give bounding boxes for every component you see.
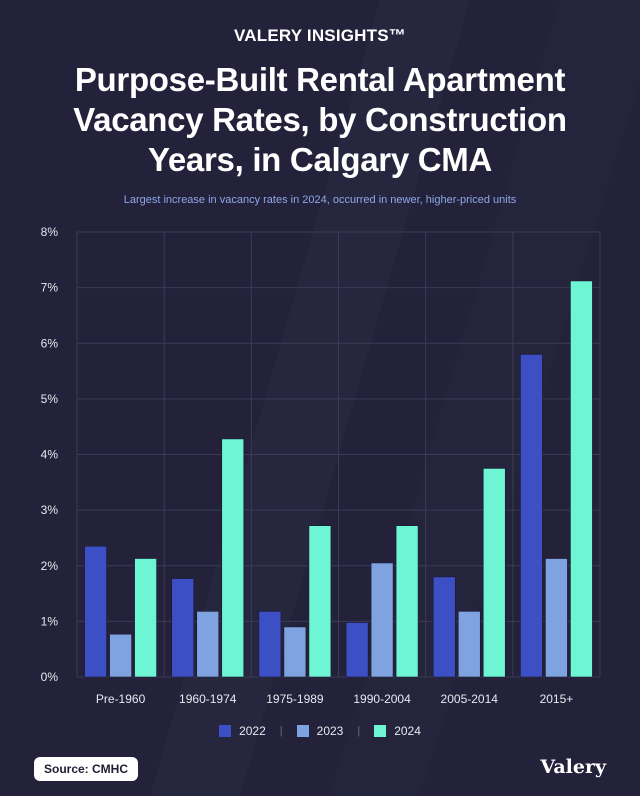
x-tick-label: 2015+ bbox=[540, 692, 574, 706]
y-tick-label: 3% bbox=[41, 503, 59, 517]
brand-header: VALERY INSIGHTS™ bbox=[234, 26, 406, 45]
bar-2022-1990-2004 bbox=[345, 622, 369, 678]
chart-title: Purpose-Built Rental Apartment Vacancy R… bbox=[73, 61, 567, 178]
source-badge: Source: CMHC bbox=[34, 757, 139, 781]
chart-subtitle: Largest increase in vacancy rates in 202… bbox=[123, 194, 517, 206]
legend-item-2024: 2024 bbox=[374, 724, 421, 738]
bar-2022-1960-1974 bbox=[171, 578, 195, 678]
y-tick-label: 6% bbox=[41, 336, 59, 350]
y-tick-label: 8% bbox=[41, 225, 59, 239]
y-tick-label: 5% bbox=[41, 392, 59, 406]
legend-item-2023: 2023 bbox=[296, 724, 344, 738]
legend-swatch-2024 bbox=[374, 725, 387, 737]
bar-2022-2015+ bbox=[520, 354, 543, 678]
bar-2024-1975-1989 bbox=[308, 525, 332, 678]
bar-2024-2015+ bbox=[570, 280, 593, 678]
legend-label-2023: 2023 bbox=[316, 724, 344, 738]
y-tick-label: 4% bbox=[41, 448, 59, 462]
legend-label-2024: 2024 bbox=[394, 724, 421, 738]
bar-2024-1990-2004 bbox=[395, 525, 419, 678]
x-tick-label: 1960-1974 bbox=[179, 692, 237, 706]
bar-2023-1975-1989 bbox=[283, 626, 307, 678]
y-tick-label: 0% bbox=[41, 670, 59, 684]
bar-2023-1960-1974 bbox=[196, 611, 220, 678]
legend-separator: | bbox=[357, 725, 361, 737]
bar-chart: 0% 1% 2% 3% 4% 5% 6% 7% 8% Pre-1960 1960-1974 1975-… bbox=[41, 225, 601, 706]
bar-2024-1960-1974 bbox=[221, 438, 245, 678]
x-tick-label: 1975-1989 bbox=[266, 692, 324, 706]
x-tick-label: Pre-1960 bbox=[96, 692, 146, 706]
bar-2022-2005-2014 bbox=[432, 576, 456, 678]
x-tick-label: 2005-2014 bbox=[441, 692, 499, 706]
x-tick-label: 1990-2004 bbox=[353, 692, 411, 706]
y-tick-label: 7% bbox=[41, 281, 59, 295]
y-tick-label: 1% bbox=[41, 614, 59, 628]
bar-2022-1975-1989 bbox=[258, 611, 282, 678]
legend: 2022 | 2023 | 2024 bbox=[0, 724, 640, 738]
legend-label-2022: 2022 bbox=[239, 724, 266, 738]
bar-2023-2015+ bbox=[545, 558, 568, 678]
bar-2024-2005-2014 bbox=[482, 468, 506, 678]
valery-logo: Valery bbox=[540, 756, 606, 778]
bar-2023-2005-2014 bbox=[457, 611, 481, 678]
y-tick-label: 2% bbox=[41, 559, 59, 573]
legend-item-2022: 2022 bbox=[219, 724, 266, 738]
bar-2023-1990-2004 bbox=[370, 562, 394, 678]
legend-separator: | bbox=[279, 725, 283, 737]
legend-swatch-2022 bbox=[219, 725, 232, 737]
bar-2024-pre-1960 bbox=[134, 558, 157, 678]
legend-swatch-2023 bbox=[296, 725, 309, 737]
bar-2022-pre-1960 bbox=[84, 545, 107, 678]
bar-2023-pre-1960 bbox=[109, 633, 132, 678]
